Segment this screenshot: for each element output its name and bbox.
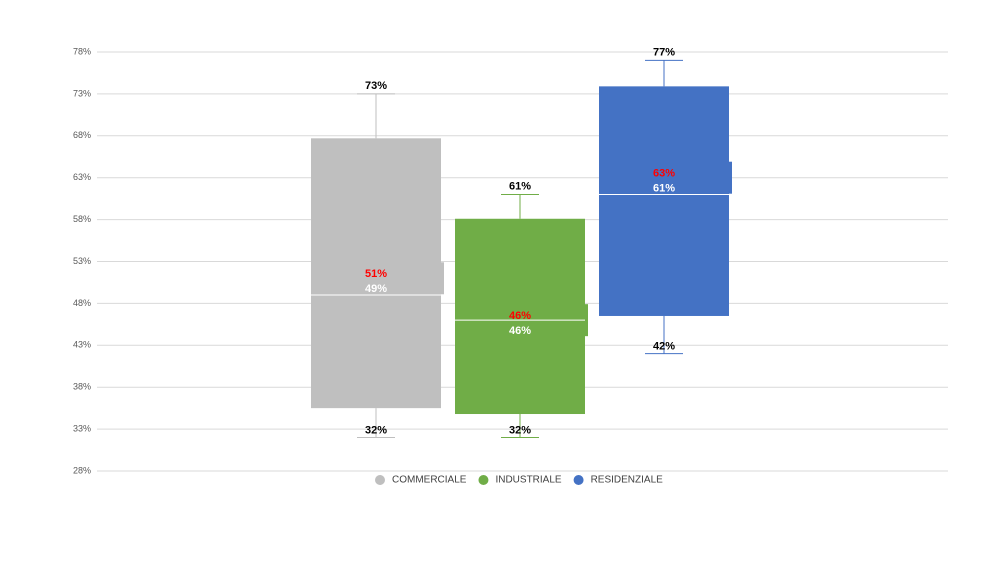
box [311, 138, 441, 409]
median-label: 61% [653, 183, 675, 195]
y-tick-label: 58% [73, 214, 91, 224]
legend-swatch [375, 475, 385, 485]
legend-label: INDUSTRIALE [495, 475, 561, 486]
median-label: 46% [509, 325, 531, 337]
y-tick-label: 33% [73, 423, 91, 433]
box [455, 218, 585, 415]
mean-marker [441, 262, 444, 295]
mean-label: 63% [653, 168, 675, 180]
min-label: 32% [365, 424, 387, 436]
legend-label: COMMERCIALE [392, 475, 467, 486]
mean-label: 46% [509, 310, 531, 322]
mean-marker [729, 161, 732, 194]
y-tick-label: 53% [73, 256, 91, 266]
min-label: 32% [509, 424, 531, 436]
y-tick-label: 68% [73, 130, 91, 140]
box [599, 86, 729, 316]
max-label: 73% [365, 80, 387, 92]
y-tick-label: 78% [73, 46, 91, 56]
y-tick-label: 73% [73, 88, 91, 98]
max-label: 61% [509, 180, 531, 192]
legend-label: RESIDENZIALE [591, 475, 664, 486]
mean-marker [585, 304, 588, 337]
max-label: 77% [653, 46, 675, 58]
y-tick-label: 38% [73, 382, 91, 392]
mean-label: 51% [365, 268, 387, 280]
median-label: 49% [365, 283, 387, 295]
y-tick-label: 63% [73, 172, 91, 182]
y-tick-label: 48% [73, 298, 91, 308]
y-tick-label: 43% [73, 340, 91, 350]
legend-swatch [478, 475, 489, 485]
min-label: 42% [653, 341, 675, 353]
y-tick-label: 28% [73, 465, 91, 475]
legend-swatch [573, 475, 584, 485]
